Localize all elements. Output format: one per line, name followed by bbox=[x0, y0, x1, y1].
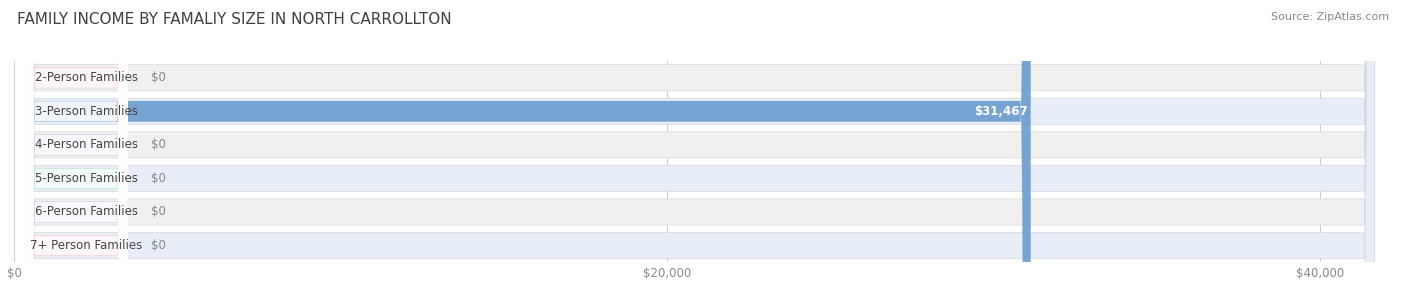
FancyBboxPatch shape bbox=[24, 0, 128, 305]
FancyBboxPatch shape bbox=[24, 0, 128, 305]
Text: $0: $0 bbox=[152, 206, 166, 218]
FancyBboxPatch shape bbox=[24, 0, 128, 305]
Text: $0: $0 bbox=[152, 172, 166, 185]
FancyBboxPatch shape bbox=[24, 0, 1375, 305]
Text: 3-Person Families: 3-Person Families bbox=[35, 105, 138, 118]
FancyBboxPatch shape bbox=[24, 0, 128, 305]
FancyBboxPatch shape bbox=[24, 0, 1375, 305]
FancyBboxPatch shape bbox=[24, 0, 128, 305]
FancyBboxPatch shape bbox=[24, 0, 128, 305]
FancyBboxPatch shape bbox=[24, 0, 128, 305]
Text: $0: $0 bbox=[152, 71, 166, 84]
Text: $0: $0 bbox=[152, 239, 166, 252]
Text: 7+ Person Families: 7+ Person Families bbox=[31, 239, 142, 252]
FancyBboxPatch shape bbox=[24, 0, 1375, 305]
FancyBboxPatch shape bbox=[24, 0, 128, 305]
FancyBboxPatch shape bbox=[24, 0, 128, 305]
FancyBboxPatch shape bbox=[24, 0, 1031, 305]
FancyBboxPatch shape bbox=[24, 0, 1375, 305]
FancyBboxPatch shape bbox=[24, 0, 128, 305]
Text: $31,467: $31,467 bbox=[974, 105, 1028, 118]
Text: FAMILY INCOME BY FAMALIY SIZE IN NORTH CARROLLTON: FAMILY INCOME BY FAMALIY SIZE IN NORTH C… bbox=[17, 12, 451, 27]
Text: 6-Person Families: 6-Person Families bbox=[35, 206, 138, 218]
FancyBboxPatch shape bbox=[24, 0, 1375, 305]
FancyBboxPatch shape bbox=[24, 0, 1375, 305]
FancyBboxPatch shape bbox=[24, 0, 128, 305]
Text: 4-Person Families: 4-Person Families bbox=[35, 138, 138, 151]
Text: $0: $0 bbox=[152, 138, 166, 151]
Text: Source: ZipAtlas.com: Source: ZipAtlas.com bbox=[1271, 12, 1389, 22]
Text: 5-Person Families: 5-Person Families bbox=[35, 172, 138, 185]
Text: 2-Person Families: 2-Person Families bbox=[35, 71, 138, 84]
